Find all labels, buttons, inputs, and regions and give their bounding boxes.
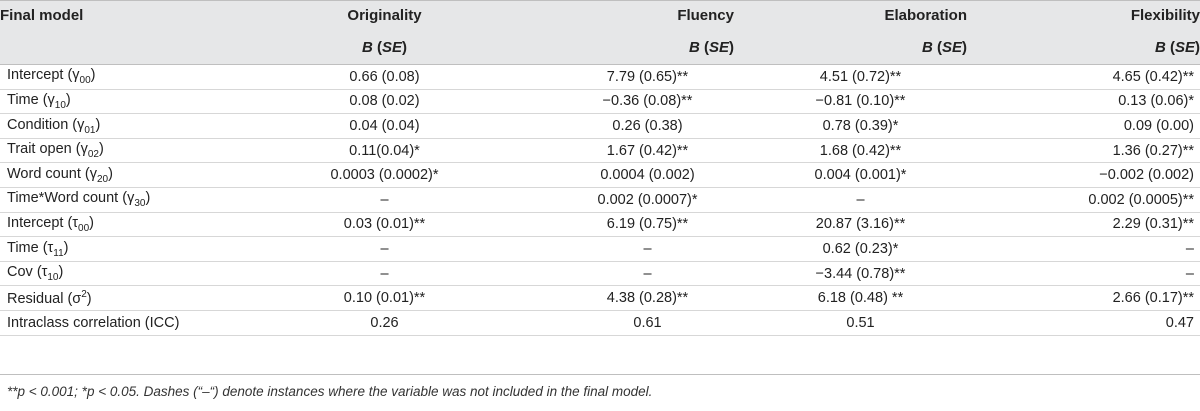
cell-originality: – bbox=[268, 187, 501, 213]
row-label: Time*Word count (γ30) bbox=[0, 187, 268, 213]
row-label: Trait open (γ02) bbox=[0, 138, 268, 164]
row-label: Intraclass correlation (ICC) bbox=[0, 310, 268, 336]
header-stat-elaboration: B (SE) bbox=[734, 30, 967, 65]
cell-flexibility: 4.65 (0.42)** bbox=[967, 64, 1200, 90]
cell-originality: 0.26 bbox=[268, 310, 501, 336]
row-label: Condition (γ01) bbox=[0, 113, 268, 139]
header-stat-empty bbox=[0, 30, 268, 65]
cell-fluency: 0.61 bbox=[501, 310, 734, 336]
header-stat-fluency: B (SE) bbox=[501, 30, 734, 65]
cell-elaboration: 6.18 (0.48) ** bbox=[734, 285, 967, 311]
cell-fluency: 4.38 (0.28)** bbox=[501, 285, 734, 311]
cell-flexibility: – bbox=[967, 236, 1200, 262]
table-row: Time (τ11) – –0.62 (0.23)* – bbox=[0, 236, 1200, 262]
cell-flexibility: – bbox=[967, 261, 1200, 287]
table-top-rule bbox=[0, 0, 1200, 1]
row-label: Intercept (τ00) bbox=[0, 212, 268, 238]
cell-elaboration: −0.81 (0.10)** bbox=[734, 89, 967, 115]
cell-originality: 0.08 (0.02) bbox=[268, 89, 501, 115]
header-flexibility: Flexibility bbox=[967, 0, 1200, 30]
table-row: Condition (γ01) 0.04 (0.04) 0.26 (0.38) 0.7… bbox=[0, 113, 1200, 139]
cell-fluency: 0.26 (0.38) bbox=[501, 113, 734, 139]
table-header: Final model Originality Fluency Elaborat… bbox=[0, 0, 1200, 65]
row-label: Intercept (γ00) bbox=[0, 64, 268, 90]
cell-flexibility: −0.002 (0.002) bbox=[967, 162, 1200, 188]
cell-originality: 0.03 (0.01)** bbox=[268, 212, 501, 238]
cell-elaboration: – bbox=[734, 187, 967, 213]
table-row: Word count (γ20) 0.0003 (0.0002)* 0.0004 (… bbox=[0, 162, 1200, 188]
cell-flexibility: 1.36 (0.27)** bbox=[967, 138, 1200, 164]
cell-originality: 0.11(0.04)* bbox=[268, 138, 501, 164]
cell-fluency: 6.19 (0.75)** bbox=[501, 212, 734, 238]
cell-fluency: 1.67 (0.42)** bbox=[501, 138, 734, 164]
header-originality: Originality bbox=[268, 0, 501, 30]
cell-flexibility: 0.09 (0.00) bbox=[967, 113, 1200, 139]
header-stat-row: B (SE) B (SE) B (SE) B (SE) bbox=[0, 30, 1200, 65]
table-footnote: **p < 0.001; *p < 0.05. Dashes (“–“) den… bbox=[7, 384, 653, 399]
cell-fluency: – bbox=[501, 261, 734, 287]
cell-flexibility: 0.13 (0.06)* bbox=[967, 89, 1200, 115]
cell-fluency: 7.79 (0.65)** bbox=[501, 64, 734, 90]
cell-originality: 0.10 (0.01)** bbox=[268, 285, 501, 311]
cell-flexibility: 0.002 (0.0005)** bbox=[967, 187, 1200, 213]
cell-elaboration: 0.62 (0.23)* bbox=[734, 236, 967, 262]
cell-originality: 0.04 (0.04) bbox=[268, 113, 501, 139]
table-bottom-rule bbox=[0, 374, 1200, 375]
cell-flexibility: 0.47 bbox=[967, 310, 1200, 336]
cell-fluency: 0.002 (0.0007)* bbox=[501, 187, 734, 213]
cell-flexibility: 2.29 (0.31)** bbox=[967, 212, 1200, 238]
table-row: Intraclass correlation (ICC) 0.26 0.61 0.51… bbox=[0, 310, 1200, 336]
cell-fluency: – bbox=[501, 236, 734, 262]
cell-elaboration: 20.87 (3.16)** bbox=[734, 212, 967, 238]
table-row: Intercept (γ00) 0.66 (0.08) 7.79 (0.65)** 4… bbox=[0, 64, 1200, 90]
table-row: Cov (τ10) – – −3.44 (0.78)** – bbox=[0, 261, 1200, 287]
cell-elaboration: 1.68 (0.42)** bbox=[734, 138, 967, 164]
results-table: Final model Originality Fluency Elaborat… bbox=[0, 0, 1200, 336]
cell-elaboration: −3.44 (0.78)** bbox=[734, 261, 967, 287]
header-elaboration: Elaboration bbox=[734, 0, 967, 30]
row-label: Time (γ10) bbox=[0, 89, 268, 115]
cell-fluency: 0.0004 (0.002) bbox=[501, 162, 734, 188]
cell-elaboration: 0.78 (0.39)* bbox=[734, 113, 967, 139]
cell-originality: – bbox=[268, 261, 501, 287]
cell-elaboration: 4.51 (0.72)** bbox=[734, 64, 967, 90]
row-label: Cov (τ10) bbox=[0, 261, 268, 287]
cell-originality: 0.66 (0.08) bbox=[268, 64, 501, 90]
header-fluency: Fluency bbox=[501, 0, 734, 30]
table-row: Residual (σ2) 0.10 (0.01)** 4.38 (0.28)** 6… bbox=[0, 285, 1200, 311]
cell-originality: 0.0003 (0.0002)* bbox=[268, 162, 501, 188]
header-stat-flexibility: B (SE) bbox=[967, 30, 1200, 65]
cell-flexibility: 2.66 (0.17)** bbox=[967, 285, 1200, 311]
table-row: Time*Word count (γ30) –0.002 (0.0007)* –0.… bbox=[0, 187, 1200, 213]
table-row: Intercept (τ00) 0.03 (0.01)** 6.19 (0.75)*… bbox=[0, 212, 1200, 238]
cell-elaboration: 0.51 bbox=[734, 310, 967, 336]
table-row: Time (γ10) 0.08 (0.02) −0.36 (0.08)** −0.81… bbox=[0, 89, 1200, 115]
table-row: Trait open (γ02) 0.11(0.04)* 1.67 (0.42)**… bbox=[0, 138, 1200, 164]
row-label: Word count (γ20) bbox=[0, 162, 268, 188]
header-final-model: Final model bbox=[0, 0, 268, 30]
cell-elaboration: 0.004 (0.001)* bbox=[734, 162, 967, 188]
cell-fluency: −0.36 (0.08)** bbox=[501, 89, 734, 115]
header-stat-originality: B (SE) bbox=[268, 30, 501, 65]
cell-originality: – bbox=[268, 236, 501, 262]
table-body: Intercept (γ00) 0.66 (0.08) 7.79 (0.65)** 4… bbox=[0, 64, 1200, 336]
row-label: Residual (σ2) bbox=[0, 285, 268, 311]
header-row: Final model Originality Fluency Elaborat… bbox=[0, 0, 1200, 30]
row-label: Time (τ11) bbox=[0, 236, 268, 262]
